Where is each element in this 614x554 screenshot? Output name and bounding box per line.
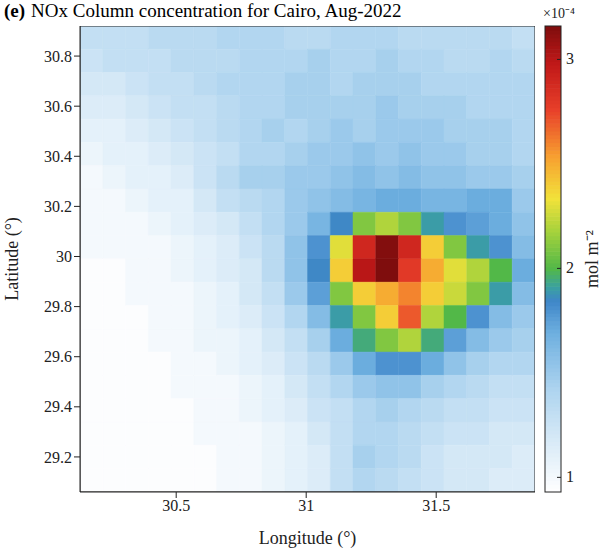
svg-text:×10⁻⁴: ×10⁻⁴ [543,6,575,21]
svg-text:Longitude (°): Longitude (°) [259,528,357,549]
svg-text:29.6: 29.6 [44,348,72,365]
svg-text:30.6: 30.6 [44,98,72,115]
svg-text:1: 1 [566,468,574,485]
svg-text:Latitude (°): Latitude (°) [2,217,23,301]
svg-text:29.2: 29.2 [44,449,72,466]
svg-text:30.8: 30.8 [44,48,72,65]
svg-text:31: 31 [298,497,314,514]
svg-text:30.2: 30.2 [44,198,72,215]
svg-text:29.4: 29.4 [44,398,72,415]
svg-text:3: 3 [566,50,574,67]
svg-text:29.8: 29.8 [44,298,72,315]
svg-text:30.5: 30.5 [162,497,190,514]
svg-text:2: 2 [566,259,574,276]
svg-text:30: 30 [56,248,72,265]
svg-text:mol m⁻²: mol m⁻² [582,230,602,288]
html-text:(e) NOx Column concentration f: (e) NOx Column concentration for Cairo, … [4,0,402,21]
svg-text:31.5: 31.5 [422,497,450,514]
svg-text:30.4: 30.4 [44,148,72,165]
